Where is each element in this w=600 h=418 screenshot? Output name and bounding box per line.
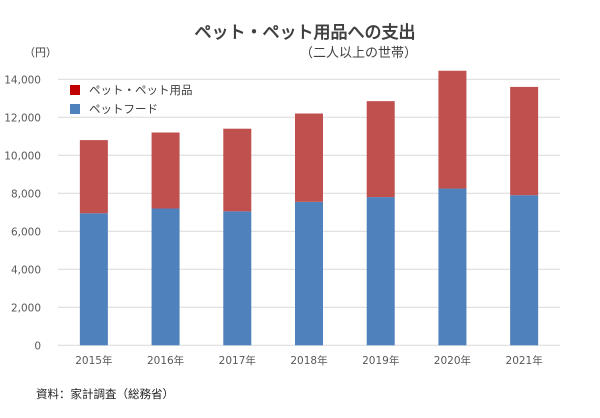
x-tick-label: 2019年 xyxy=(362,354,399,367)
bar-pet-goods xyxy=(438,70,467,189)
y-tick-label: 0 xyxy=(34,340,41,352)
bars xyxy=(79,70,539,346)
bar-pet-food xyxy=(79,213,108,346)
x-tick-label: 2021年 xyxy=(506,354,543,367)
bar-pet-food xyxy=(366,197,395,346)
y-tick-label: 4,000 xyxy=(11,264,41,276)
x-tick-label: 2018年 xyxy=(290,354,327,367)
legend-item-pet-food: ペットフード xyxy=(70,99,193,118)
y-tick-label: 8,000 xyxy=(11,188,41,200)
legend-label-pet-food: ペットフード xyxy=(89,101,158,116)
y-axis-ticks: 0 2,000 4,000 6,000 8,000 10,000 12,000 14,000 xyxy=(4,74,41,352)
source-note: 資料：家計調査（総務省） xyxy=(36,387,174,401)
bar-pet-goods xyxy=(510,86,539,196)
x-axis-ticks: 2015年 2016年 2017年 2018年 2019年 2020年 2021年 xyxy=(75,354,543,367)
x-tick-label: 2015年 xyxy=(75,354,112,367)
bar-pet-food xyxy=(223,211,252,346)
bar-pet-food xyxy=(151,208,180,346)
legend: ペット・ペット用品 ペットフード xyxy=(70,80,193,118)
y-tick-label: 2,000 xyxy=(11,302,41,314)
bar-pet-goods xyxy=(366,101,395,198)
y-tick-label: 12,000 xyxy=(4,112,41,124)
x-tick-label: 2017年 xyxy=(219,354,256,367)
bar-pet-goods xyxy=(151,132,180,209)
bar-pet-food xyxy=(295,201,323,346)
bar-pet-goods xyxy=(79,140,108,214)
y-tick-label: 10,000 xyxy=(4,150,41,162)
bar-pet-food xyxy=(510,195,539,346)
chart-subtitle: （二人以上の世帯） xyxy=(300,46,418,61)
x-tick-label: 2020年 xyxy=(434,354,471,367)
bar-pet-food xyxy=(438,188,467,346)
y-tick-label: 14,000 xyxy=(4,74,41,86)
x-tick-label: 2016年 xyxy=(147,354,184,367)
bar-pet-goods xyxy=(295,113,323,202)
legend-swatch-pet-goods xyxy=(70,84,80,95)
y-axis-unit-label: （円） xyxy=(24,46,57,59)
chart-title: ペット・ペット用品への支出 xyxy=(194,23,416,43)
y-tick-label: 6,000 xyxy=(11,226,41,238)
legend-swatch-pet-food xyxy=(70,103,80,114)
legend-label-pet-goods: ペット・ペット用品 xyxy=(89,82,193,97)
bar-pet-goods xyxy=(223,128,252,212)
legend-item-pet-goods: ペット・ペット用品 xyxy=(70,80,193,99)
